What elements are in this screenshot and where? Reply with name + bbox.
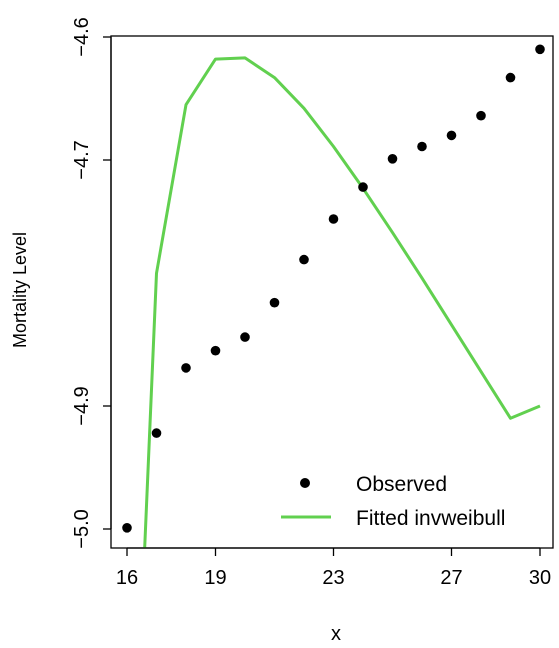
legend: Observed Fitted invweibull	[281, 473, 505, 530]
observed-point	[210, 345, 221, 356]
y-tick-label: −5.0	[71, 509, 93, 548]
observed-point	[387, 154, 398, 164]
plot-frame	[110, 35, 554, 549]
observed-point	[505, 72, 516, 83]
observed-point	[122, 523, 132, 533]
axes-layer: 16 19 23 27 30 −5.0 −4.9 −4.7 −4.6	[71, 17, 551, 589]
y-tick-label: −4.9	[71, 386, 93, 425]
legend-label-observed: Observed	[356, 473, 447, 496]
x-tick-label: 30	[529, 567, 551, 589]
observed-point	[299, 254, 309, 265]
observed-point	[181, 363, 191, 373]
observed-point	[476, 110, 486, 121]
y-tick-label: −4.6	[71, 17, 93, 56]
x-axis-label: x	[331, 623, 341, 645]
observed-point	[151, 428, 162, 438]
series-layer	[122, 44, 545, 548]
x-tick-label: 23	[322, 567, 344, 589]
observed-point	[446, 130, 457, 141]
series-line-fitted-invweibull	[143, 56, 541, 548]
observed-point	[240, 332, 250, 342]
x-tick-label: 19	[204, 567, 226, 589]
observed-point	[417, 141, 427, 152]
y-tick-label: −4.7	[71, 140, 93, 179]
x-tick-label: 16	[116, 567, 138, 589]
observed-point	[328, 214, 339, 224]
observed-point	[269, 297, 280, 308]
legend-label-fitted: Fitted invweibull	[356, 507, 505, 530]
x-tick-label: 27	[440, 567, 462, 589]
observed-point	[535, 44, 545, 55]
legend-marker-observed	[300, 478, 310, 488]
observed-point	[358, 182, 368, 192]
y-axis-label: Mortality Level	[10, 232, 30, 348]
